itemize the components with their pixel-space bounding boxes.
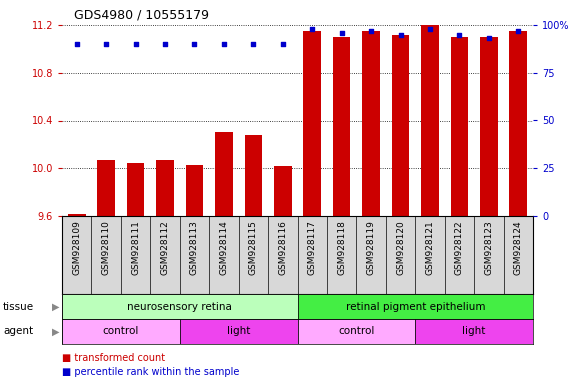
Text: ■ percentile rank within the sample: ■ percentile rank within the sample <box>62 367 239 377</box>
Text: tissue: tissue <box>3 301 34 311</box>
Bar <box>68 214 85 216</box>
Bar <box>363 31 380 216</box>
Bar <box>156 160 174 216</box>
Text: control: control <box>103 326 139 336</box>
Text: retinal pigment epithelium: retinal pigment epithelium <box>346 301 485 311</box>
Text: GSM928110: GSM928110 <box>102 220 110 275</box>
Bar <box>62 319 180 344</box>
Point <box>425 26 435 32</box>
Bar <box>245 135 262 216</box>
Text: GSM928112: GSM928112 <box>160 220 170 275</box>
Text: agent: agent <box>3 326 33 336</box>
Point <box>249 41 258 47</box>
Bar <box>186 165 203 216</box>
Text: light: light <box>462 326 486 336</box>
Bar <box>297 294 533 319</box>
Text: GSM928118: GSM928118 <box>337 220 346 275</box>
Bar <box>98 160 115 216</box>
Text: GSM928122: GSM928122 <box>455 220 464 275</box>
Text: ▶: ▶ <box>52 301 59 311</box>
Point <box>367 28 376 34</box>
Point <box>278 41 288 47</box>
Text: ■ transformed count: ■ transformed count <box>62 353 165 363</box>
Point <box>72 41 81 47</box>
Point <box>484 35 493 41</box>
Text: GSM928124: GSM928124 <box>514 220 523 275</box>
Point <box>219 41 228 47</box>
Bar <box>62 294 297 319</box>
Bar <box>415 319 533 344</box>
Bar <box>480 37 498 216</box>
Bar <box>303 31 321 216</box>
Point <box>337 30 346 36</box>
Point <box>514 28 523 34</box>
Point <box>102 41 111 47</box>
Text: light: light <box>227 326 250 336</box>
Text: GSM928121: GSM928121 <box>425 220 435 275</box>
Text: GSM928115: GSM928115 <box>249 220 258 275</box>
Point <box>190 41 199 47</box>
Text: GSM928113: GSM928113 <box>190 220 199 275</box>
Bar <box>127 164 145 216</box>
Text: neurosensory retina: neurosensory retina <box>127 301 232 311</box>
Bar <box>333 37 350 216</box>
Text: GSM928120: GSM928120 <box>396 220 405 275</box>
Bar <box>510 31 527 216</box>
Text: ▶: ▶ <box>52 326 59 336</box>
Text: GSM928109: GSM928109 <box>72 220 81 275</box>
Point <box>131 41 140 47</box>
Text: GSM928123: GSM928123 <box>485 220 493 275</box>
Bar <box>215 132 233 216</box>
Bar <box>297 319 415 344</box>
Text: GSM928119: GSM928119 <box>367 220 375 275</box>
Bar <box>451 37 468 216</box>
Text: GDS4980 / 10555179: GDS4980 / 10555179 <box>74 8 209 21</box>
Bar <box>421 23 439 216</box>
Bar <box>392 35 410 216</box>
Text: GSM928117: GSM928117 <box>308 220 317 275</box>
Point <box>160 41 170 47</box>
Point <box>455 31 464 38</box>
Bar <box>180 319 297 344</box>
Text: GSM928111: GSM928111 <box>131 220 140 275</box>
Text: GSM928116: GSM928116 <box>278 220 287 275</box>
Bar <box>274 166 292 216</box>
Text: control: control <box>338 326 375 336</box>
Point <box>307 26 317 32</box>
Point <box>396 31 405 38</box>
Text: GSM928114: GSM928114 <box>220 220 228 275</box>
